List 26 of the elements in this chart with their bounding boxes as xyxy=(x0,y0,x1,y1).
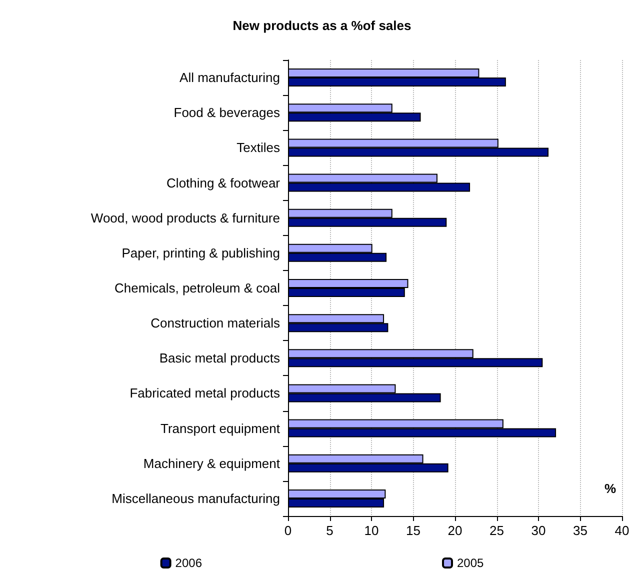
legend-label: 2006 xyxy=(175,556,202,570)
y-tick-label: Transport equipment xyxy=(160,420,280,436)
y-tick-label: Textiles xyxy=(236,140,280,156)
x-tick-label: 35 xyxy=(573,523,588,538)
x-tick-label: 25 xyxy=(490,523,504,538)
y-tick-label: Basic metal products xyxy=(159,350,280,366)
y-tick-label: Construction materials xyxy=(150,316,280,331)
y-tick-label: Chemicals, petroleum & coal xyxy=(114,280,280,296)
y-tick-label: Miscellaneous manufacturing xyxy=(112,490,280,506)
legend-label: 2005 xyxy=(457,556,484,570)
x-tick-label: 15 xyxy=(406,523,420,538)
y-tick-label: Food & beverages xyxy=(174,105,280,120)
y-tick-label: Machinery & equipment xyxy=(143,456,280,471)
y-tick-label: Wood, wood products & furniture xyxy=(90,210,280,226)
y-tick-label: Fabricated metal products xyxy=(130,386,280,401)
y-tick-label: Paper, printing & publishing xyxy=(122,245,280,260)
annotation: % xyxy=(604,481,616,496)
x-tick-label: 5 xyxy=(326,523,334,538)
x-tick-label: 0 xyxy=(284,523,292,538)
chart-title: New products as a %of sales xyxy=(232,18,412,33)
x-tick-label: 30 xyxy=(531,523,546,538)
x-tick-label: 10 xyxy=(364,523,379,538)
y-tick-label: Clothing & footwear xyxy=(166,175,281,190)
x-tick-label: 20 xyxy=(448,523,462,538)
x-tick-label: 40 xyxy=(614,523,630,538)
y-tick-label: All manufacturing xyxy=(180,70,280,86)
